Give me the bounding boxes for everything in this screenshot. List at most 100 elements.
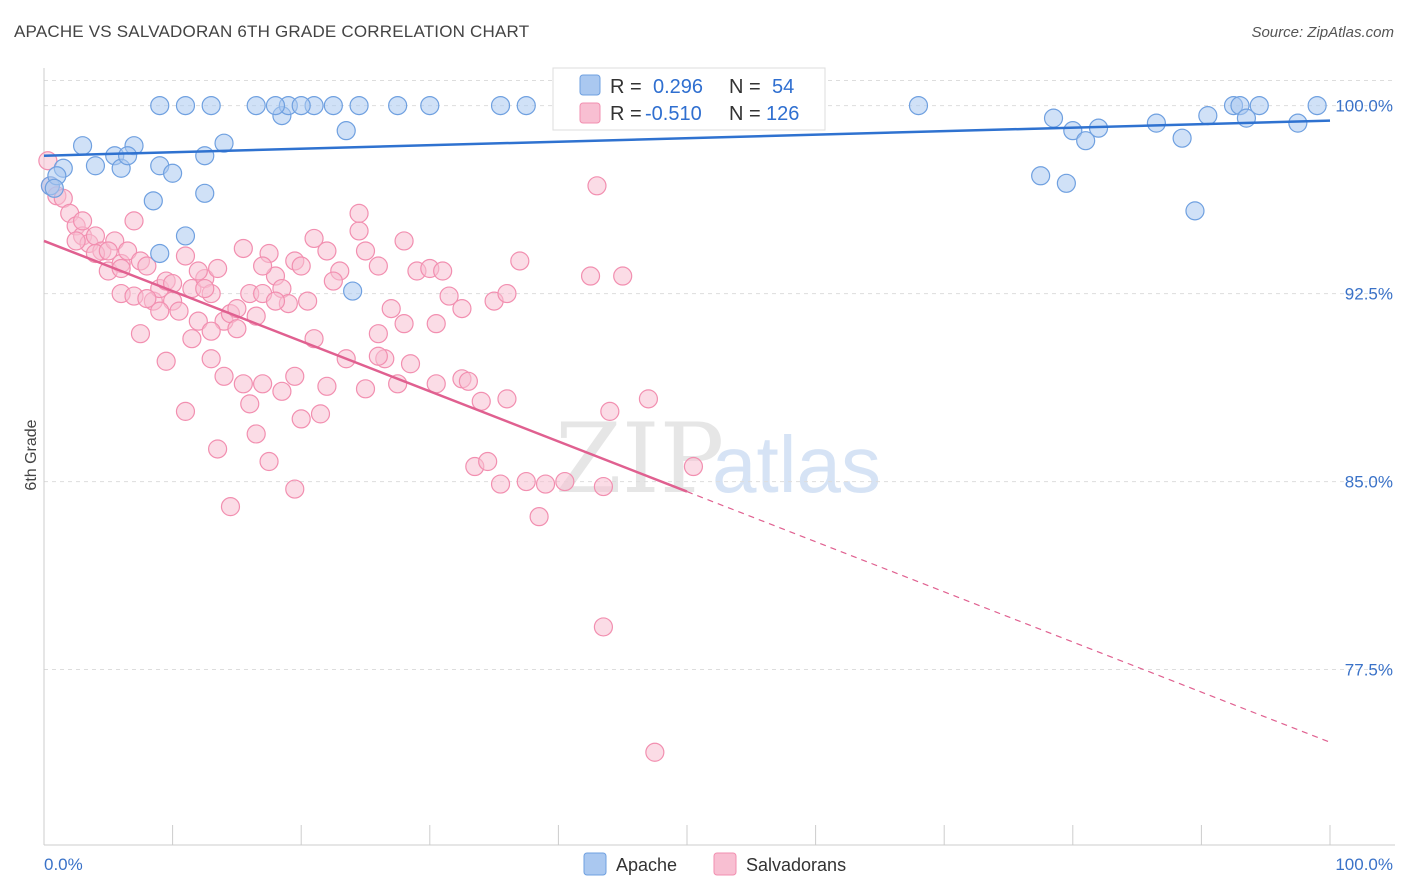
apache-point	[72, 136, 93, 156]
apache-point	[516, 95, 536, 116]
apache-point	[195, 146, 215, 166]
salvadoran-point	[240, 394, 260, 414]
legend-r-label-salvadoran: R =	[610, 103, 642, 125]
apache-point	[349, 95, 369, 116]
legend-n-label-apache: N =	[729, 76, 761, 98]
y-tick-label: 100.0%	[1335, 97, 1393, 116]
salvadoran-point	[298, 291, 318, 311]
salvadoran-point	[201, 349, 221, 369]
apache-point	[1288, 113, 1308, 133]
salvadoran-point	[323, 271, 343, 291]
chart-title: APACHE VS SALVADORAN 6TH GRADE CORRELATI…	[14, 22, 530, 41]
apache-point	[150, 95, 170, 116]
salvadoran-point	[66, 231, 86, 251]
legend-n-label-salvadoran: N =	[729, 103, 761, 125]
salvadoran-point	[400, 354, 421, 374]
salvadoran-point	[368, 346, 388, 366]
correlation-legend: R = 0.296 N = 54 R = -0.510 N = 126	[552, 67, 826, 131]
salvadoran-point	[72, 211, 93, 231]
legend-swatch-apache	[579, 74, 601, 96]
salvadoran-point	[285, 479, 305, 499]
apache-point	[44, 178, 64, 198]
salvadoran-point	[593, 476, 614, 497]
salvadoran-point	[233, 374, 253, 394]
apache-point	[1076, 131, 1096, 151]
salvadoran-point	[497, 389, 517, 409]
apache-point	[175, 226, 196, 246]
salvadoran-point	[253, 256, 273, 276]
legend-r-label-apache: R =	[610, 76, 642, 98]
salvadoran-point	[291, 409, 311, 429]
legend-n-value-apache: 54	[772, 76, 794, 98]
bottom-legend-swatch-apache	[583, 852, 607, 876]
salvadoran-point	[535, 474, 556, 494]
apache-point	[323, 95, 343, 116]
salvadoran-point	[580, 266, 601, 286]
salvadoran-point	[188, 261, 208, 281]
salvadoran-point	[304, 228, 324, 249]
salvadoran-point	[265, 291, 286, 311]
apache-point	[336, 121, 356, 141]
salvadoran-point	[516, 471, 536, 492]
salvadoran-point	[381, 299, 401, 319]
salvadoran-point	[291, 256, 311, 276]
series-legend: Apache Salvadorans	[583, 852, 846, 876]
salvadoran-point	[452, 299, 472, 319]
salvadoran-point	[130, 324, 151, 344]
apache-point	[291, 95, 311, 116]
apache-point	[1063, 121, 1083, 141]
y-tick-label: 85.0%	[1345, 473, 1393, 492]
salvadoran-point	[478, 451, 498, 472]
salvadoran-point	[555, 471, 575, 492]
y-tick-label: 92.5%	[1345, 285, 1393, 304]
apache-point	[1198, 106, 1218, 126]
salvadoran-point	[529, 507, 549, 527]
apache-point	[201, 95, 221, 116]
salvadoran-point	[490, 474, 511, 494]
salvadoran-point	[150, 301, 170, 321]
salvadoran-point	[246, 424, 266, 444]
apache-point	[908, 95, 929, 116]
salvadoran-point	[645, 742, 665, 762]
salvadoran-point	[593, 617, 614, 637]
salvadoran-point	[317, 376, 337, 396]
apache-point	[143, 191, 163, 211]
apache-point	[343, 281, 363, 301]
salvadoran-point	[188, 311, 208, 331]
apache-point	[1185, 201, 1205, 221]
apache-point	[85, 156, 106, 176]
bottom-legend-apache: Apache	[616, 855, 677, 875]
salvadoran-point	[208, 258, 228, 279]
y-tick-label: 77.5%	[1345, 661, 1393, 680]
apache-point	[1056, 173, 1076, 193]
apache-point	[265, 95, 286, 116]
apache-point	[1307, 95, 1327, 116]
legend-r-value-salvadoran: -0.510	[645, 103, 702, 125]
x-tick-label: 0.0%	[44, 855, 83, 874]
salvadoran-point	[349, 203, 369, 223]
salvadoran-point	[394, 314, 414, 334]
salvadoran-point	[137, 256, 157, 276]
apache-point	[388, 95, 408, 116]
apache-point	[150, 243, 170, 264]
legend-r-value-apache: 0.296	[653, 76, 703, 98]
apache-point	[1172, 128, 1192, 148]
apache-trend-line	[43, 119, 1331, 157]
legend-n-value-salvadoran: 126	[766, 103, 799, 125]
salvadoran-point	[214, 366, 234, 386]
salvadoran-point	[272, 381, 292, 401]
salvadoran-point	[439, 286, 459, 306]
apache-point	[246, 95, 266, 116]
salvadoran-point	[683, 456, 704, 477]
salvadoran-point	[137, 288, 157, 309]
salvadoran-point	[497, 283, 517, 304]
salvadoran-point	[195, 278, 215, 299]
watermark-atlas: atlas	[712, 420, 881, 509]
bottom-legend-swatch-salvadoran	[713, 852, 737, 876]
salvadoran-point	[587, 176, 607, 196]
salvadoran-point	[220, 497, 241, 517]
salvadoran-point	[253, 374, 273, 394]
salvadoran-point	[600, 401, 620, 421]
apache-point	[1031, 166, 1051, 186]
salvadoran-point	[233, 238, 253, 259]
